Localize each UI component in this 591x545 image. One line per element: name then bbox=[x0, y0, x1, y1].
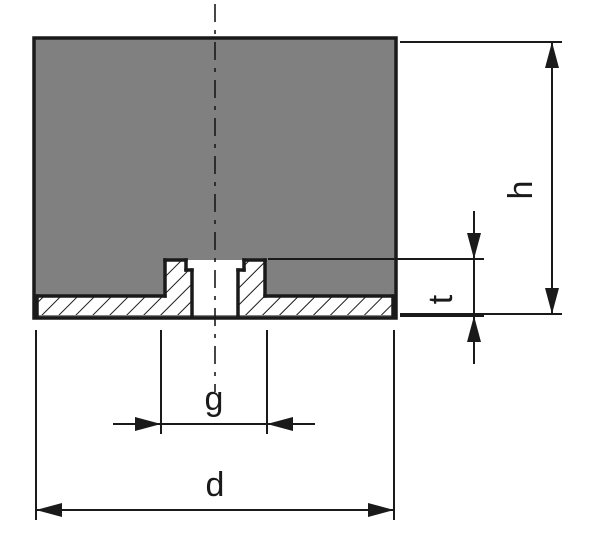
dim-label-t: t bbox=[422, 294, 460, 304]
dim-label-h: h bbox=[502, 181, 540, 200]
dim-label-g: g bbox=[205, 380, 224, 418]
dim-label-d: d bbox=[206, 466, 225, 504]
